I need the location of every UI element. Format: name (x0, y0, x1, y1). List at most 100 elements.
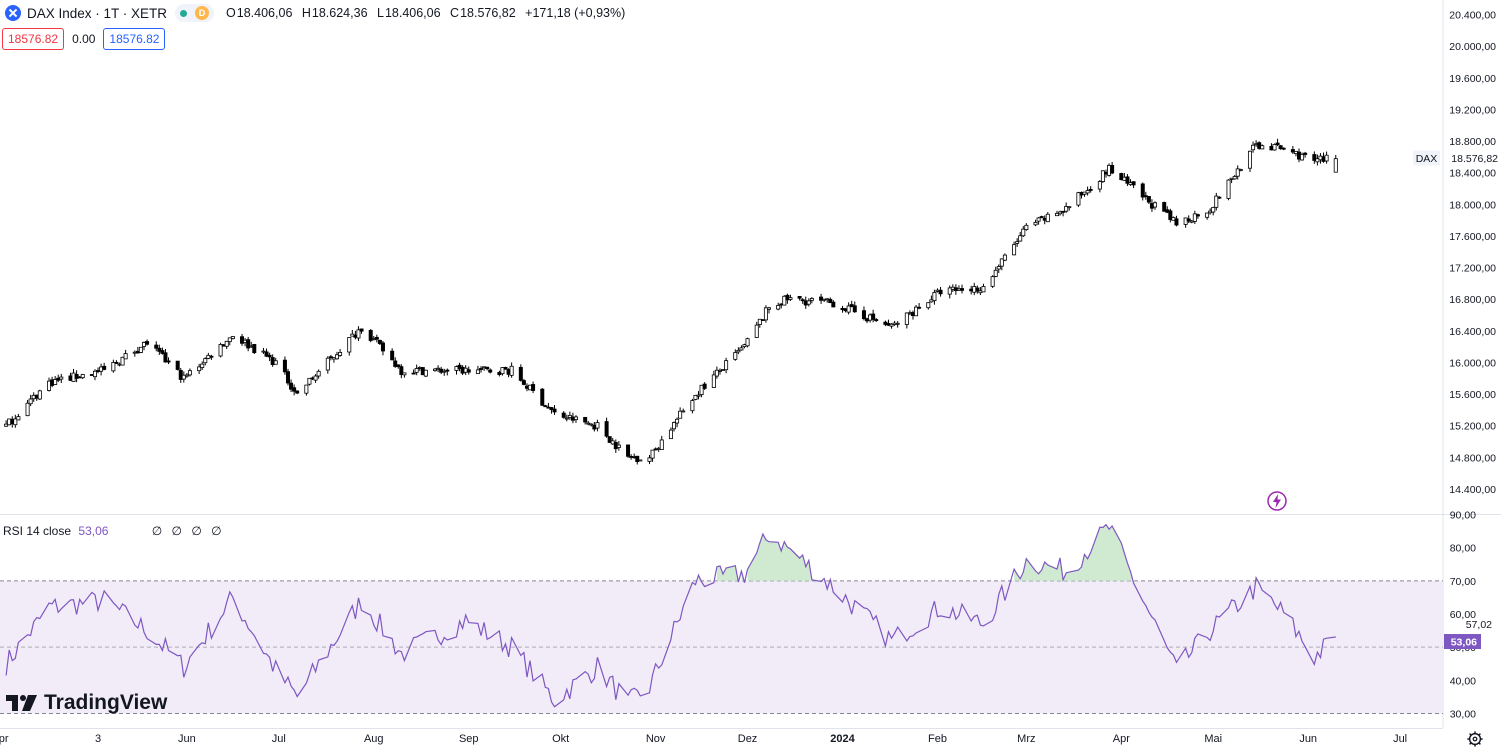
candle[interactable] (402, 372, 407, 378)
candle[interactable] (540, 388, 545, 406)
rsi-pane[interactable] (0, 523, 1443, 714)
candle[interactable] (638, 459, 643, 462)
candle[interactable] (521, 378, 526, 386)
candle[interactable] (1064, 202, 1069, 213)
candle[interactable] (289, 379, 294, 393)
candle[interactable] (1018, 231, 1023, 242)
candle[interactable] (4, 420, 9, 427)
candle[interactable] (1076, 191, 1081, 208)
candle[interactable] (1002, 253, 1007, 262)
gear-icon[interactable] (1466, 730, 1484, 748)
candle[interactable] (561, 411, 566, 419)
candle[interactable] (567, 411, 572, 420)
candle[interactable] (586, 420, 591, 426)
candle[interactable] (120, 356, 125, 366)
candle[interactable] (828, 297, 833, 304)
candle[interactable] (53, 376, 58, 386)
candle[interactable] (635, 455, 640, 465)
candle[interactable] (1303, 151, 1308, 158)
candle[interactable] (74, 370, 79, 383)
candle[interactable] (996, 264, 1001, 274)
candle[interactable] (659, 435, 664, 450)
candle[interactable] (549, 406, 554, 414)
candle[interactable] (1333, 154, 1338, 173)
candle[interactable] (583, 416, 588, 425)
candle[interactable] (1195, 213, 1200, 219)
candle[interactable] (338, 349, 343, 357)
candle[interactable] (797, 296, 802, 301)
candle[interactable] (203, 357, 208, 366)
candle[interactable] (267, 352, 272, 362)
candle[interactable] (154, 341, 159, 352)
candle[interactable] (304, 384, 309, 396)
buy-button[interactable]: 18576.82 (103, 28, 166, 50)
candle[interactable] (393, 357, 398, 368)
candle[interactable] (92, 369, 97, 381)
candle[interactable] (1045, 212, 1050, 223)
candle[interactable] (990, 275, 995, 288)
candle[interactable] (1226, 179, 1231, 201)
candle[interactable] (184, 373, 189, 378)
candle[interactable] (564, 414, 569, 422)
tradingview-logo[interactable]: TradingView (6, 691, 167, 715)
candle[interactable] (714, 366, 719, 379)
candle[interactable] (1300, 152, 1305, 161)
candle[interactable] (981, 283, 986, 293)
candle[interactable] (285, 368, 290, 386)
candle[interactable] (399, 364, 404, 379)
candle[interactable] (1036, 217, 1041, 225)
candle[interactable] (766, 306, 771, 314)
candle[interactable] (1061, 210, 1066, 217)
candle[interactable] (377, 339, 382, 346)
candle[interactable] (736, 347, 741, 355)
candle[interactable] (595, 419, 600, 432)
candle[interactable] (782, 295, 787, 306)
candle[interactable] (800, 298, 805, 304)
candle[interactable] (690, 398, 695, 414)
price-pane[interactable] (4, 138, 1338, 465)
candle[interactable] (999, 258, 1004, 271)
candle[interactable] (224, 340, 229, 350)
candle[interactable] (80, 373, 85, 380)
candle[interactable] (1211, 206, 1216, 216)
candle[interactable] (604, 417, 609, 438)
candle[interactable] (1119, 172, 1124, 181)
candle[interactable] (975, 285, 980, 294)
candle[interactable] (1186, 215, 1191, 224)
candle[interactable] (518, 364, 523, 382)
candle[interactable] (37, 389, 42, 400)
candle[interactable] (1024, 223, 1029, 231)
candle[interactable] (485, 366, 490, 371)
candle[interactable] (1275, 138, 1280, 147)
candle[interactable] (1272, 143, 1277, 151)
candle[interactable] (926, 302, 931, 310)
candle[interactable] (1153, 201, 1158, 210)
candle[interactable] (1324, 151, 1329, 164)
candle[interactable] (1168, 208, 1173, 223)
candle[interactable] (1205, 212, 1210, 220)
candle[interactable] (1131, 181, 1136, 189)
candle[interactable] (914, 304, 919, 317)
candle[interactable] (809, 297, 814, 304)
candle[interactable] (696, 391, 701, 400)
candle[interactable] (932, 289, 937, 305)
candle[interactable] (264, 348, 269, 358)
candle[interactable] (1097, 180, 1102, 193)
candle[interactable] (166, 357, 171, 365)
candle[interactable] (1140, 182, 1145, 201)
candle[interactable] (757, 318, 762, 328)
candle[interactable] (374, 334, 379, 343)
candle[interactable] (313, 374, 318, 383)
lightning-icon[interactable] (1267, 491, 1287, 511)
candle[interactable] (295, 390, 300, 395)
candle[interactable] (442, 368, 447, 376)
candle[interactable] (846, 302, 851, 315)
candle[interactable] (702, 382, 707, 390)
candle[interactable] (1067, 206, 1072, 211)
candle[interactable] (871, 309, 876, 323)
candle[interactable] (693, 394, 698, 401)
candle[interactable] (1174, 215, 1179, 227)
candle[interactable] (1125, 174, 1130, 186)
candle[interactable] (380, 340, 385, 356)
candle[interactable] (552, 405, 557, 415)
